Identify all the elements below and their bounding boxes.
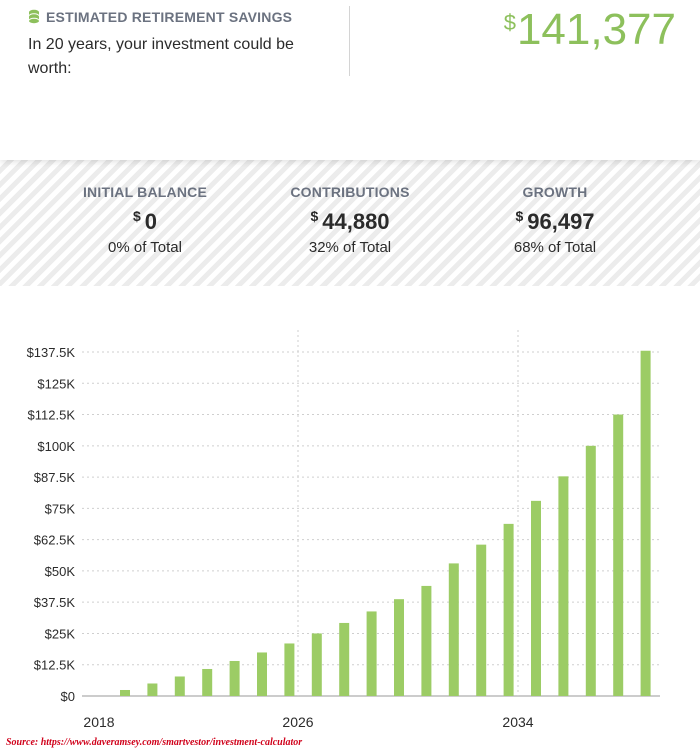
bar-2020 xyxy=(147,683,158,696)
stat-currency: $ xyxy=(310,208,319,224)
bar-2019 xyxy=(120,689,130,696)
section-title: ESTIMATED RETIREMENT SAVINGS xyxy=(46,9,293,25)
y-tick-label: $37.5K xyxy=(34,595,76,610)
stat-amount: 0 xyxy=(144,209,158,234)
bar-2031 xyxy=(448,563,459,696)
savings-chart: $0 $12.5K $25K $37.5K $50K $62.5K $75K $87.5K $1… xyxy=(0,290,700,756)
stat-contributions: CONTRIBUTIONS $44,880 32% of Total xyxy=(250,184,450,256)
y-tick-label: $125K xyxy=(37,376,75,391)
estimated-total: $ 141,377 xyxy=(504,4,676,56)
bar-2035 xyxy=(558,476,569,696)
stat-label: GROWTH xyxy=(522,184,588,200)
y-tick-label: $137.5K xyxy=(27,345,76,360)
bar-2033 xyxy=(503,523,514,696)
bars xyxy=(120,350,651,696)
stat-label: CONTRIBUTIONS xyxy=(290,184,410,200)
stat-amount: 96,497 xyxy=(527,209,595,234)
bar-2029 xyxy=(394,599,404,696)
y-tick-label: $112.5K xyxy=(28,408,76,423)
x-tick-label: 2018 xyxy=(83,714,114,730)
bar-2037 xyxy=(613,414,624,696)
bar-2021 xyxy=(174,676,185,696)
bar-2034 xyxy=(531,500,541,696)
total-currency-symbol: $ xyxy=(503,10,516,35)
y-axis-ticks: $0 $12.5K $25K $37.5K $50K $62.5K $75K $87.5K $1… xyxy=(27,345,76,704)
summary-card: ESTIMATED RETIREMENT SAVINGS In 20 years… xyxy=(0,0,700,160)
bar-2024 xyxy=(257,652,267,696)
y-tick-label: $100K xyxy=(37,439,75,454)
bar-2032 xyxy=(476,544,487,696)
y-tick-label: $50K xyxy=(45,564,76,579)
bar-2028 xyxy=(366,611,377,696)
x-tick-label: 2026 xyxy=(282,714,313,730)
stat-value: $96,497 xyxy=(455,208,655,235)
bar-2030 xyxy=(421,585,432,696)
y-tick-label: $87.5K xyxy=(34,470,76,485)
bar-2038 xyxy=(640,350,651,696)
y-tick-label: $75K xyxy=(45,501,76,516)
stat-percent: 32% of Total xyxy=(308,239,392,256)
bar-2036 xyxy=(585,445,596,696)
bar-2027 xyxy=(339,622,350,696)
stat-percent: 68% of Total xyxy=(513,239,597,256)
stat-percent: 0% of Total xyxy=(108,239,182,256)
summary-subtitle: In 20 years, your investment could be wo… xyxy=(28,36,294,77)
stat-currency: $ xyxy=(515,208,524,224)
bar-2022 xyxy=(202,668,213,696)
vertical-divider xyxy=(349,6,350,76)
bar-2023 xyxy=(229,660,240,696)
stat-label: INITIAL BALANCE xyxy=(82,184,208,200)
y-tick-label: $25K xyxy=(45,626,76,641)
stat-amount: 44,880 xyxy=(322,209,390,234)
x-tick-label: 2034 xyxy=(502,714,533,730)
x-axis-ticks: 2018 2026 2034 xyxy=(83,714,533,730)
stat-initial-balance: INITIAL BALANCE $0 0% of Total xyxy=(45,184,245,256)
y-tick-label: $12.5K xyxy=(34,658,76,673)
total-value: 141,377 xyxy=(516,5,676,54)
stat-growth: GROWTH $96,497 68% of Total xyxy=(455,184,655,256)
summary-title-row: ESTIMATED RETIREMENT SAVINGS xyxy=(28,9,292,25)
y-tick-label: $62.5K xyxy=(34,533,76,548)
bar-2025 xyxy=(284,643,295,696)
bar-2026 xyxy=(311,633,322,696)
stat-value: $44,880 xyxy=(250,208,450,235)
stats-strip: INITIAL BALANCE $0 0% of Total CONTRIBUT… xyxy=(0,160,700,286)
stat-value: $0 xyxy=(45,208,245,235)
stat-currency: $ xyxy=(132,208,141,224)
coin-stack-icon xyxy=(29,9,39,24)
bar-chart-svg: $0 $12.5K $25K $37.5K $50K $62.5K $75K $87.5K $1… xyxy=(27,330,660,730)
source-citation: Source: https://www.daveramsey.com/smart… xyxy=(6,737,303,748)
y-tick-label: $0 xyxy=(61,689,75,704)
